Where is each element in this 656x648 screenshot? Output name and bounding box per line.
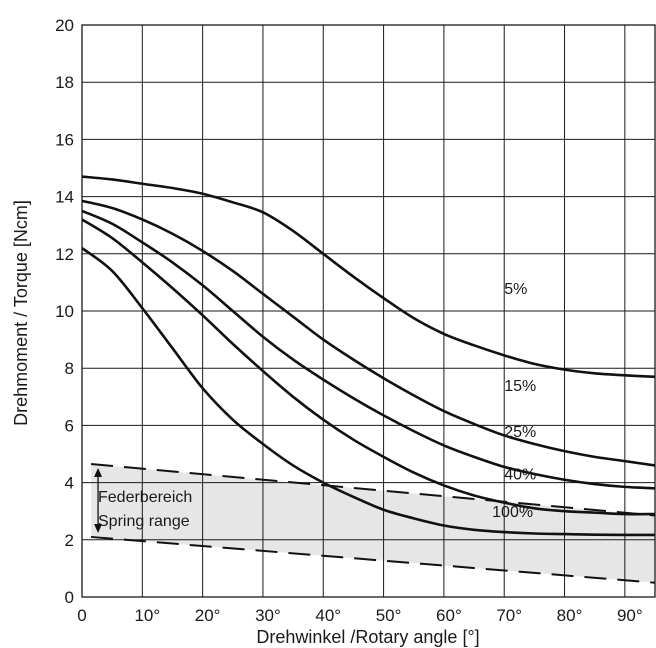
curve-100pct bbox=[81, 247, 656, 537]
curve-40pct bbox=[81, 218, 656, 516]
spring-range-upper-line bbox=[90, 463, 656, 517]
curve-5pct bbox=[81, 175, 656, 379]
curve-25pct bbox=[81, 209, 656, 490]
plot-frame bbox=[81, 24, 656, 598]
y-tick-label-0: 0 bbox=[65, 588, 74, 607]
spring-range-arrow-head-down bbox=[94, 523, 103, 533]
curve-label-15pct: 15% bbox=[504, 378, 536, 395]
curve-label-5pct: 5% bbox=[504, 281, 527, 298]
y-tick-label-4: 4 bbox=[65, 474, 74, 493]
x-tick-label-0: 0 bbox=[77, 606, 86, 625]
y-tick-label-2: 2 bbox=[65, 531, 74, 550]
y-tick-label-6: 6 bbox=[65, 416, 74, 435]
x-tick-label-50: 50° bbox=[376, 606, 402, 625]
y-tick-label-10: 10 bbox=[55, 302, 74, 321]
curve-layer: 5% 15% 25% 40% 100% bbox=[81, 175, 656, 537]
spring-range-band-layer bbox=[91, 464, 656, 583]
spring-range-label-en: Spring range bbox=[98, 513, 190, 530]
tick-label-layer: 0 10° 20° 30° 40° 50° 60° 70° 80° 90° 0 2 4 6 8 10 12 14 1… bbox=[55, 16, 643, 625]
x-tick-label-70: 70° bbox=[496, 606, 522, 625]
curve-15pct bbox=[81, 199, 656, 467]
x-tick-label-40: 40° bbox=[315, 606, 341, 625]
y-tick-label-16: 16 bbox=[55, 130, 74, 149]
spring-range-arrow-head-up bbox=[94, 468, 103, 478]
y-tick-label-20: 20 bbox=[55, 16, 74, 35]
y-axis-title: Drehmoment / Torque [Ncm] bbox=[11, 200, 31, 426]
x-axis-title: Drehwinkel /Rotary angle [°] bbox=[256, 627, 479, 647]
y-tick-label-8: 8 bbox=[65, 359, 74, 378]
curve-label-100pct: 100% bbox=[492, 504, 533, 521]
x-tick-label-20: 20° bbox=[195, 606, 221, 625]
spring-range-lower-line bbox=[90, 535, 656, 584]
x-tick-label-10: 10° bbox=[134, 606, 160, 625]
x-tick-label-60: 60° bbox=[436, 606, 462, 625]
y-tick-label-12: 12 bbox=[55, 245, 74, 264]
curve-label-25pct: 25% bbox=[504, 424, 536, 441]
x-tick-label-80: 80° bbox=[557, 606, 583, 625]
grid-layer bbox=[81, 24, 656, 598]
x-tick-label-30: 30° bbox=[255, 606, 281, 625]
x-tick-label-90: 90° bbox=[617, 606, 643, 625]
spring-range-label: Federbereich Spring range bbox=[98, 489, 192, 530]
annotation-layer bbox=[90, 463, 656, 584]
spring-range-fill bbox=[91, 464, 656, 583]
spring-range-label-de: Federbereich bbox=[98, 489, 192, 506]
y-tick-label-18: 18 bbox=[55, 73, 74, 92]
curve-label-40pct: 40% bbox=[504, 467, 536, 484]
y-tick-label-14: 14 bbox=[55, 188, 74, 207]
